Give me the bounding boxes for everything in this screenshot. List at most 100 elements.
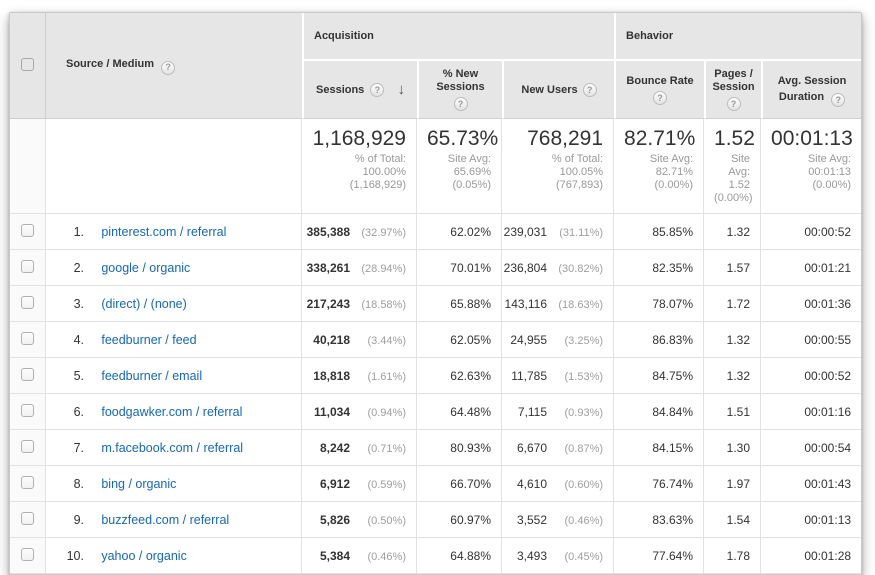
row-checkbox[interactable] [21,511,34,525]
row-checkbox-cell [10,358,46,394]
sessions-cell: 40,218 (3.44%) [302,322,417,358]
new-users-value: 7,115 [517,404,548,419]
table-body: 1. pinterest.com / referral 385,388 (32.… [10,214,862,574]
help-icon[interactable]: ? [653,90,668,105]
source-link[interactable]: foodgawker.com / referral [101,404,243,419]
column-header-new-sessions[interactable]: % New Sessions ? [417,61,502,119]
new-users-value: 236,804 [503,260,548,275]
column-header-source-medium[interactable]: Source / Medium ? [46,13,302,119]
bounce-rate-cell: 77.64% [614,538,705,574]
new-users-cell: 239,031 (31.11%) [502,214,615,250]
sessions-value: 5,826 [319,512,350,527]
select-all-checkbox[interactable] [21,57,34,71]
row-checkbox[interactable] [21,475,34,489]
new-users-label: New Users [521,83,578,96]
new-sessions-cell: 62.05% [417,322,502,358]
bounce-rate-value: 84.75% [652,368,694,383]
column-header-avg-session-duration[interactable]: Avg. Session Duration ? [761,61,862,119]
avg-duration-value: 00:00:54 [804,440,852,455]
source-link[interactable]: m.facebook.com / referral [101,440,244,455]
row-checkbox[interactable] [21,367,34,381]
row-checkbox[interactable] [21,331,34,345]
pages-session-value: 1.30 [726,440,751,455]
bounce-rate-value: 76.74% [652,476,694,491]
new-sessions-value: 62.02% [450,224,491,239]
sessions-percent: (28.94%) [361,262,406,275]
pages-session-value: 1.78 [726,548,751,563]
sessions-cell: 8,242 (0.71%) [302,430,417,466]
avg-duration-cell: 00:00:54 [761,430,862,466]
new-users-cell: 24,955 (3.25%) [502,322,615,358]
help-icon[interactable]: ? [370,82,385,97]
source-link[interactable]: google / organic [101,260,191,275]
column-header-sessions[interactable]: Sessions ? ↓ [302,61,417,119]
sort-descending-icon[interactable]: ↓ [397,81,406,98]
total-new-sessions-value: 65.73% [427,127,499,150]
row-checkbox[interactable] [21,223,34,237]
source-link[interactable]: (direct) / (none) [101,296,187,311]
new-sessions-value: 62.63% [450,368,491,383]
source-link[interactable]: feedburner / email [101,368,203,383]
sessions-value: 385,388 [306,224,350,239]
new-sessions-cell: 70.01% [417,250,502,286]
new-users-value: 24,955 [510,332,548,347]
row-checkbox-cell [10,214,46,250]
table-row: 2. google / organic 338,261 (28.94%) 70.… [10,250,862,286]
total-bounce-rate-value: 82.71% [624,127,696,150]
row-checkbox[interactable] [21,547,34,561]
total-new-users-subtext: % of Total: 100.05% (767,893) [551,153,604,191]
pages-session-cell: 1.57 [704,250,762,286]
pages-session-value: 1.32 [726,224,751,239]
avg-duration-cell: 00:01:16 [761,394,862,430]
avg-duration-value: 00:01:16 [804,404,852,419]
pages-session-value: 1.51 [726,404,751,419]
bounce-rate-value: 85.85% [652,224,694,239]
source-medium-cell: 9. buzzfeed.com / referral [46,502,302,538]
new-users-percent: (0.46%) [564,514,604,527]
row-checkbox[interactable] [21,439,34,453]
new-users-percent: (3.25%) [564,334,604,347]
avg-duration-value: 00:00:52 [804,368,852,383]
row-index: 5. [73,368,84,383]
table-row: 5. feedburner / email 18,818 (1.61%) 62.… [10,358,862,394]
new-users-value: 143,116 [504,296,548,311]
sessions-cell: 385,388 (32.97%) [302,214,417,250]
new-users-cell: 7,115 (0.93%) [502,394,615,430]
new-sessions-cell: 60.97% [417,502,502,538]
new-sessions-value: 64.48% [450,404,491,419]
row-checkbox[interactable] [21,403,34,417]
source-link[interactable]: feedburner / feed [101,332,197,347]
source-medium-cell: 4. feedburner / feed [46,322,302,358]
new-sessions-cell: 80.93% [417,430,502,466]
column-header-bounce-rate[interactable]: Bounce Rate ? [614,61,705,119]
total-avg-duration-value: 00:01:13 [771,127,853,150]
sessions-cell: 18,818 (1.61%) [302,358,417,394]
table-row: 6. foodgawker.com / referral 11,034 (0.9… [10,394,862,430]
table-row: 8. bing / organic 6,912 (0.59%) 66.70% 4… [10,466,862,502]
pages-session-value: 1.54 [726,512,751,527]
help-icon[interactable]: ? [582,82,597,97]
bounce-rate-value: 78.07% [652,296,694,311]
bounce-rate-label: Bounce Rate [626,74,694,87]
row-checkbox[interactable] [21,259,34,273]
pages-session-value: 1.97 [726,476,751,491]
new-sessions-value: 70.01% [450,260,491,275]
row-checkbox-cell [10,286,46,322]
source-link[interactable]: yahoo / organic [101,548,187,563]
source-link[interactable]: pinterest.com / referral [101,224,227,239]
avg-session-duration-label: Avg. Session Duration [777,74,847,103]
source-link[interactable]: bing / organic [101,476,177,491]
help-icon[interactable]: ? [161,60,176,75]
help-icon[interactable]: ? [831,92,846,107]
pages-session-cell: 1.32 [704,214,762,250]
source-link[interactable]: buzzfeed.com / referral [101,512,230,527]
row-checkbox[interactable] [21,295,34,309]
help-icon[interactable]: ? [453,97,468,111]
new-sessions-cell: 62.02% [417,214,502,250]
help-icon[interactable]: ? [726,97,741,111]
totals-checkbox-cell [10,119,46,214]
column-header-pages-session[interactable]: Pages / Session ? [704,61,762,119]
row-index: 3. [73,296,84,311]
column-header-new-users[interactable]: New Users ? [502,61,615,119]
bounce-rate-value: 82.35% [652,260,694,275]
